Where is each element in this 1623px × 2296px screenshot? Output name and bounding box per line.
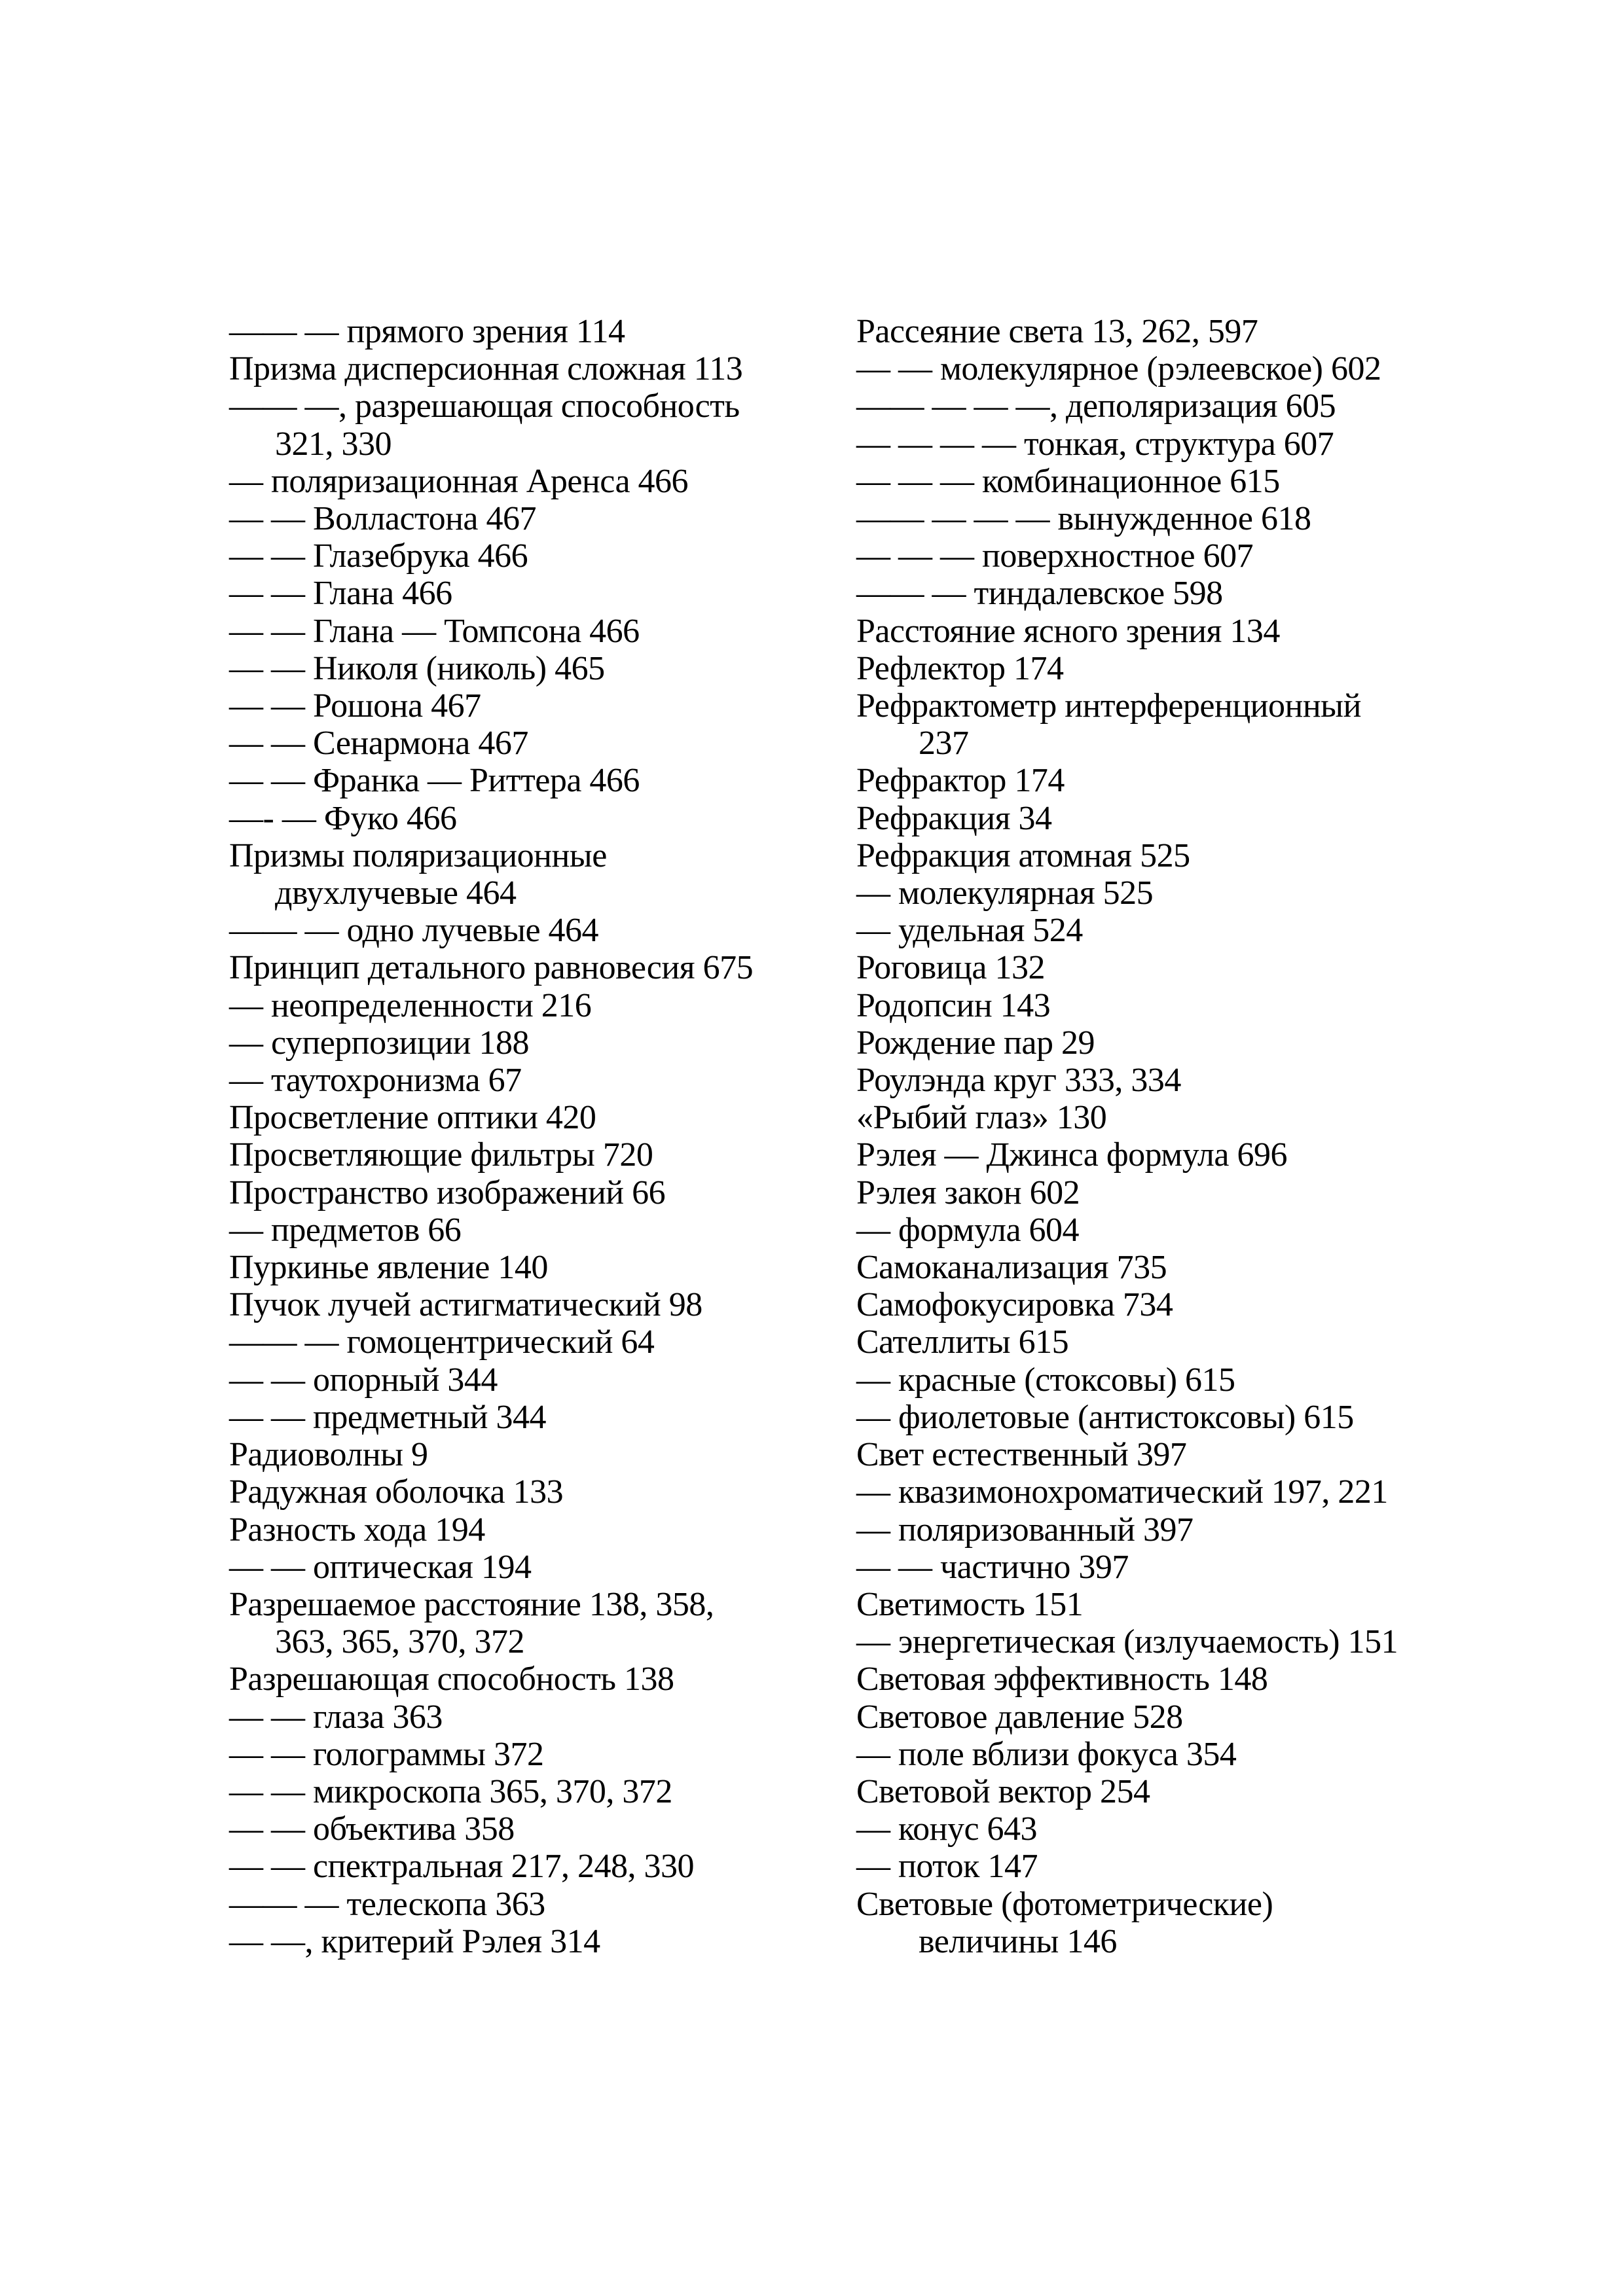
index-right-column: Рассеяние света 13, 262, 597— — молекуля… xyxy=(856,313,1472,1960)
index-entry-line: — фиолетовые (антистоксовы) 615 xyxy=(856,1398,1354,1436)
index-entry-line: Принцип детального равновесия 675 xyxy=(229,949,754,987)
index-entry-line: — квазимонохроматический 197, 221 xyxy=(856,1473,1388,1511)
index-entry-line: —— — телескопа 363 xyxy=(229,1885,545,1923)
index-entry-line: — поляризационная Аренса 466 xyxy=(229,462,689,500)
index-entry-line: Самофокусировка 734 xyxy=(856,1286,1173,1324)
index-entry-line: — — Франка — Риттера 466 xyxy=(229,762,640,800)
index-entry-line: Рефрактор 174 xyxy=(856,762,1065,800)
index-entry-line: Радиоволны 9 xyxy=(229,1436,428,1474)
index-entry-line: — — Глана 466 xyxy=(229,575,452,613)
index-entry-line: Призмы поляризационные xyxy=(229,836,607,874)
index-entry-line: —— — прямого зрения 114 xyxy=(229,313,625,350)
index-entry-line: Рефрактометр интерференционный xyxy=(856,687,1361,725)
index-entry-line: — — — поверхностное 607 xyxy=(856,537,1254,575)
index-left-column: —— — прямого зрения 114 Призма дисперсион… xyxy=(229,313,838,1960)
index-entry-line: Рефракция атомная 525 xyxy=(856,836,1190,874)
index-entry-line: Разность хода 194 xyxy=(229,1511,485,1549)
index-entry-line: — —, критерий Рэлея 314 xyxy=(229,1922,600,1960)
index-entry-line: — — молекулярное (рэлеевское) 602 xyxy=(856,350,1381,388)
index-entry-line: — красные (стоксовы) 615 xyxy=(856,1361,1235,1399)
index-entry-line: Пучок лучей астигматический 98 xyxy=(229,1286,702,1324)
index-entry-line: — — глаза 363 xyxy=(229,1698,443,1736)
index-entry-line: — молекулярная 525 xyxy=(856,874,1154,912)
index-entry-line: — — объектива 358 xyxy=(229,1810,515,1848)
index-entry-line: —— — — — вынужденное 618 xyxy=(856,500,1311,538)
index-entry-line: Призма дисперсионная сложная 113 xyxy=(229,350,743,388)
index-entry-line: Световое давление 528 xyxy=(856,1698,1183,1736)
index-entry-line: двухлучевые 464 xyxy=(275,874,517,912)
index-entry-line: Рэлея — Джинса формула 696 xyxy=(856,1136,1287,1174)
index-entry-line: Самоканализация 735 xyxy=(856,1249,1167,1287)
index-entry-line: — — микроскопа 365, 370, 372 xyxy=(229,1772,672,1810)
index-entry-line: — энергетическая (излучаемость) 151 xyxy=(856,1623,1398,1661)
index-entry-line: — — Рошона 467 xyxy=(229,687,481,725)
index-entry-line: Рефлектор 174 xyxy=(856,649,1064,687)
index-entry-line: —— — гомоцентрический 64 xyxy=(229,1323,655,1361)
index-entry-line: Просветляющие фильтры 720 xyxy=(229,1136,653,1174)
index-entry-line: — суперпозиции 188 xyxy=(229,1024,529,1062)
index-entry-line: — — оптическая 194 xyxy=(229,1548,532,1586)
index-entry-line: Свет естественный 397 xyxy=(856,1436,1187,1474)
index-entry-line: Световой вектор 254 xyxy=(856,1772,1150,1810)
index-entry-line: Разрешающая способность 138 xyxy=(229,1660,674,1698)
index-entry-line: Роговица 132 xyxy=(856,949,1045,987)
index-entry-line: —— — одно лучевые 464 xyxy=(229,912,599,950)
index-entry-line: — — Глана — Томпсона 466 xyxy=(229,612,640,650)
index-entry-line: — — Сенармона 467 xyxy=(229,725,528,762)
index-entry-line: — предметов 66 xyxy=(229,1211,462,1249)
index-entry-line: Сателлиты 615 xyxy=(856,1323,1069,1361)
index-entry-line: — конус 643 xyxy=(856,1810,1038,1848)
index-entry-line: Расстояние ясного зрения 134 xyxy=(856,612,1280,650)
index-entry-line: — формула 604 xyxy=(856,1211,1080,1249)
index-entry-line: Радужная оболочка 133 xyxy=(229,1473,564,1511)
index-entry-line: Рождение пар 29 xyxy=(856,1024,1095,1062)
index-entry-line: — — Глазебрука 466 xyxy=(229,537,528,575)
index-entry-line: Разрешаемое расстояние 138, 358, xyxy=(229,1585,714,1623)
index-entry-line: Просветление оптики 420 xyxy=(229,1099,596,1137)
index-entry-line: — — спектральная 217, 248, 330 xyxy=(229,1848,694,1886)
index-entry-line: —- — Фуко 466 xyxy=(229,799,457,837)
index-entry-line: — — опорный 344 xyxy=(229,1361,498,1399)
index-entry-line: Родопсин 143 xyxy=(856,986,1051,1024)
index-entry-line: Рефракция 34 xyxy=(856,799,1052,837)
index-entry-line: — таутохронизма 67 xyxy=(229,1062,522,1100)
index-entry-line: — поле вблизи фокуса 354 xyxy=(856,1735,1237,1773)
index-entry-line: 363, 365, 370, 372 xyxy=(275,1623,525,1661)
index-entry-line: — — — — тонкая, структура 607 xyxy=(856,425,1334,463)
index-entry-line: Пространство изображений 66 xyxy=(229,1174,666,1211)
index-entry-line: 237 xyxy=(919,725,969,762)
index-entry-line: «Рыбий глаз» 130 xyxy=(856,1099,1107,1137)
index-entry-line: —— —, разрешающая способность xyxy=(229,387,740,425)
index-entry-line: Пуркинье явление 140 xyxy=(229,1249,548,1287)
index-entry-line: Светимость 151 xyxy=(856,1585,1084,1623)
index-entry-line: — — голограммы 372 xyxy=(229,1735,544,1773)
index-entry-line: — удельная 524 xyxy=(856,912,1083,950)
index-entry-line: Роулэнда круг 333, 334 xyxy=(856,1062,1181,1100)
index-entry-line: — поляризованный 397 xyxy=(856,1511,1194,1549)
index-entry-line: величины 146 xyxy=(919,1922,1117,1960)
index-entry-line: 321, 330 xyxy=(275,425,392,463)
index-entry-line: — — частично 397 xyxy=(856,1548,1129,1586)
index-entry-line: — поток 147 xyxy=(856,1848,1038,1886)
index-entry-line: — — предметный 344 xyxy=(229,1398,546,1436)
index-entry-line: — неопределенности 216 xyxy=(229,986,592,1024)
index-entry-line: Рэлея закон 602 xyxy=(856,1174,1080,1211)
index-entry-line: Световые (фотометрические) xyxy=(856,1885,1273,1923)
index-entry-line: — — Николя (николь) 465 xyxy=(229,649,605,687)
index-entry-line: — — — комбинационное 615 xyxy=(856,462,1280,500)
index-entry-line: Рассеяние света 13, 262, 597 xyxy=(856,313,1258,350)
index-entry-line: — — Волластона 467 xyxy=(229,500,537,538)
index-entry-line: —— — — —, деполяризация 605 xyxy=(856,387,1336,425)
index-entry-line: —— — тиндалевское 598 xyxy=(856,575,1223,613)
index-entry-line: Световая эффективность 148 xyxy=(856,1660,1268,1698)
